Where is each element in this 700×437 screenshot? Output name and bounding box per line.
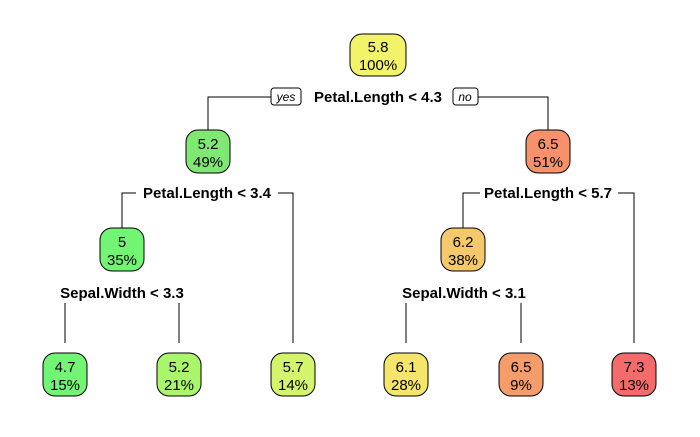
svg-text:yes: yes — [276, 90, 296, 104]
node-box — [270, 352, 316, 397]
edge-root-left — [207, 96, 272, 140]
node-percent: 15% — [50, 377, 80, 394]
node-box — [498, 352, 544, 397]
node-percent: 51% — [533, 154, 563, 171]
edge-n2-left — [121, 192, 136, 238]
leaf-node: 7.3 13% — [611, 352, 657, 397]
edge-n3-right-left — [462, 192, 480, 238]
node-value: 6.2 — [453, 234, 474, 251]
node-box — [611, 352, 657, 397]
node-percent: 35% — [107, 252, 137, 269]
node-box — [349, 33, 407, 77]
node-box — [156, 352, 202, 397]
edge-n2-right — [278, 192, 294, 343]
leaf-node: 6.1 28% — [383, 352, 429, 397]
split-label-root: Petal.Length < 4.3 — [314, 89, 442, 106]
node-value: 5.2 — [198, 136, 219, 153]
svg-text:no: no — [458, 90, 472, 104]
edge-root-right — [477, 96, 549, 140]
tree-node-right: 6.5 51% — [525, 129, 571, 174]
node-box — [440, 227, 486, 272]
node-value: 5.7 — [283, 359, 304, 376]
node-percent: 14% — [278, 377, 308, 394]
node-box — [525, 129, 571, 174]
node-box — [185, 129, 231, 174]
tree-node-root: 5.8 100% — [349, 33, 407, 77]
tree-node-left-left: 5 35% — [99, 227, 145, 272]
node-value: 4.7 — [55, 359, 76, 376]
tree-node-left: 5.2 49% — [185, 129, 231, 174]
node-percent: 13% — [619, 377, 649, 394]
node-value: 6.5 — [538, 136, 559, 153]
node-value: 5 — [118, 234, 126, 251]
node-value: 6.5 — [511, 359, 532, 376]
branch-yes-label: yes — [270, 87, 302, 106]
branch-no-label: no — [452, 87, 479, 106]
leaf-node: 6.5 9% — [498, 352, 544, 397]
split-label-right: Petal.Length < 5.7 — [484, 185, 612, 202]
node-percent: 28% — [391, 377, 421, 394]
node-percent: 9% — [510, 377, 532, 394]
node-percent: 49% — [193, 154, 223, 171]
leaf-node: 5.2 21% — [156, 352, 202, 397]
edge-n3-right-right — [618, 192, 635, 343]
node-value: 5.2 — [169, 359, 190, 376]
node-percent: 21% — [164, 377, 194, 394]
node-percent: 100% — [359, 57, 397, 74]
leaf-node: 5.7 14% — [270, 352, 316, 397]
node-percent: 38% — [448, 252, 478, 269]
node-value: 5.8 — [368, 39, 389, 56]
split-label-left-left: Sepal.Width < 3.3 — [60, 285, 184, 302]
leaf-node: 4.7 15% — [42, 352, 88, 397]
node-box — [99, 227, 145, 272]
tree-node-right-left: 6.2 38% — [440, 227, 486, 272]
node-box — [42, 352, 88, 397]
node-value: 6.1 — [396, 359, 417, 376]
node-box — [383, 352, 429, 397]
node-value: 7.3 — [624, 359, 645, 376]
split-label-left: Petal.Length < 3.4 — [143, 185, 272, 202]
split-label-right-left: Sepal.Width < 3.1 — [402, 285, 526, 302]
